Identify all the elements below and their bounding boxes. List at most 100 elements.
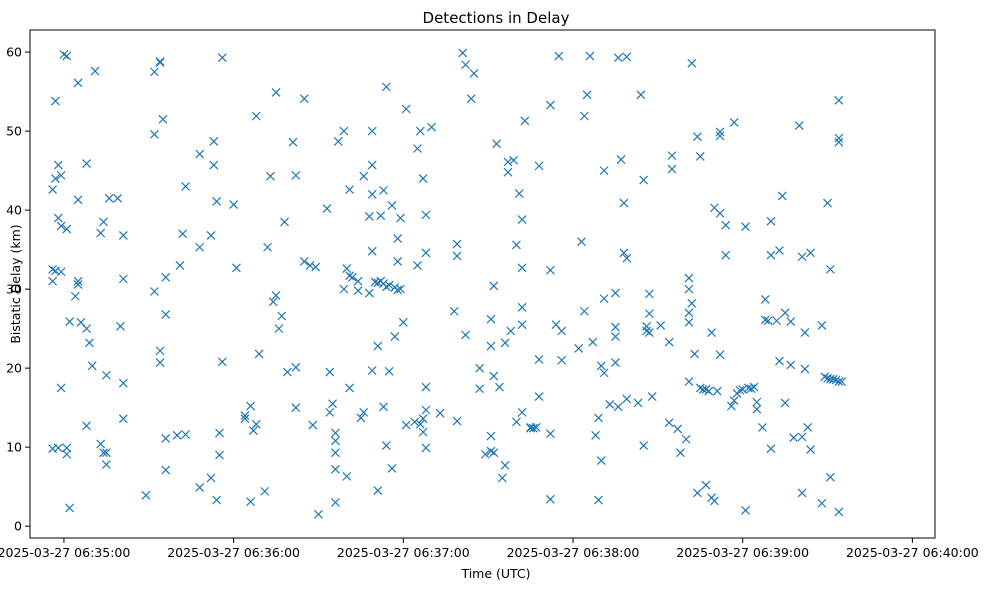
data-point <box>577 237 586 247</box>
data-point <box>418 414 428 424</box>
data-point <box>684 308 694 318</box>
data-point <box>729 118 739 127</box>
data-point <box>797 488 807 498</box>
data-point <box>381 441 391 450</box>
data-point <box>212 495 222 505</box>
data-point <box>825 472 835 482</box>
data-point <box>775 356 784 366</box>
y-tick-label: 20 <box>6 361 22 376</box>
data-point <box>642 326 651 336</box>
data-point <box>56 383 66 393</box>
data-point <box>427 122 437 132</box>
data-point <box>588 337 598 347</box>
data-point <box>87 361 97 371</box>
data-point <box>834 137 844 147</box>
data-point <box>721 250 731 260</box>
data-point <box>322 204 332 213</box>
data-point <box>704 386 714 396</box>
data-point <box>495 382 504 392</box>
data-point <box>215 428 224 438</box>
data-point <box>150 67 159 77</box>
data-point <box>676 448 685 458</box>
data-point <box>528 423 538 433</box>
data-point <box>545 494 555 504</box>
data-point <box>62 224 72 234</box>
data-point <box>817 498 827 508</box>
data-point <box>684 377 694 386</box>
data-point <box>605 400 615 409</box>
data-point <box>172 430 182 440</box>
x-tick-label: 2025-03-27 06:39:00 <box>676 545 809 560</box>
data-point <box>381 282 391 292</box>
data-point <box>803 422 813 432</box>
data-point <box>339 284 349 294</box>
data-point <box>217 357 227 367</box>
data-point <box>512 240 521 250</box>
data-point <box>291 362 301 372</box>
data-point <box>517 320 527 330</box>
data-point <box>415 126 425 136</box>
data-point <box>582 90 592 100</box>
data-point <box>644 328 654 338</box>
data-point <box>517 263 527 273</box>
data-point <box>545 265 555 275</box>
plot-area-frame <box>29 29 936 539</box>
data-point <box>421 382 431 392</box>
data-point <box>695 383 705 393</box>
data-point <box>141 490 151 500</box>
data-point <box>373 486 383 496</box>
data-point <box>752 404 762 414</box>
data-point <box>384 366 394 376</box>
data-point <box>364 288 374 298</box>
data-point <box>118 274 128 284</box>
data-point <box>715 208 725 218</box>
data-point <box>752 397 762 407</box>
data-point <box>534 392 544 402</box>
data-point <box>331 428 340 438</box>
data-point <box>240 411 250 420</box>
data-point <box>331 464 340 474</box>
data-point <box>834 95 844 105</box>
data-point <box>82 324 91 334</box>
data-point <box>288 137 298 147</box>
data-point <box>613 53 623 63</box>
data-point <box>622 52 632 62</box>
data-point <box>500 338 510 348</box>
data-point <box>806 248 815 258</box>
data-point <box>299 257 309 266</box>
data-point <box>282 367 292 377</box>
y-tick-label: 10 <box>6 440 22 455</box>
data-point <box>636 90 646 100</box>
data-point <box>452 416 462 426</box>
data-point <box>291 403 301 413</box>
data-point <box>232 263 241 273</box>
data-point <box>161 434 171 443</box>
data-point <box>452 251 462 261</box>
data-points <box>48 48 847 519</box>
data-point <box>212 197 222 206</box>
data-point <box>596 361 606 371</box>
data-point <box>509 155 519 165</box>
data-point <box>684 284 694 294</box>
data-point <box>503 157 513 167</box>
data-point <box>517 407 527 417</box>
data-point <box>271 291 281 300</box>
data-point <box>401 104 411 114</box>
data-point <box>469 69 479 78</box>
data-point <box>610 358 620 368</box>
data-point <box>268 297 278 307</box>
data-point <box>155 358 165 368</box>
data-point <box>707 328 717 338</box>
data-point <box>96 228 106 238</box>
data-point <box>347 272 357 282</box>
data-point <box>545 429 555 439</box>
data-point <box>681 434 691 444</box>
data-point <box>667 151 677 161</box>
data-point <box>314 509 323 519</box>
data-point <box>486 431 496 441</box>
data-point <box>73 78 83 88</box>
data-point <box>610 288 620 298</box>
data-point <box>794 121 804 131</box>
data-point <box>693 488 702 498</box>
